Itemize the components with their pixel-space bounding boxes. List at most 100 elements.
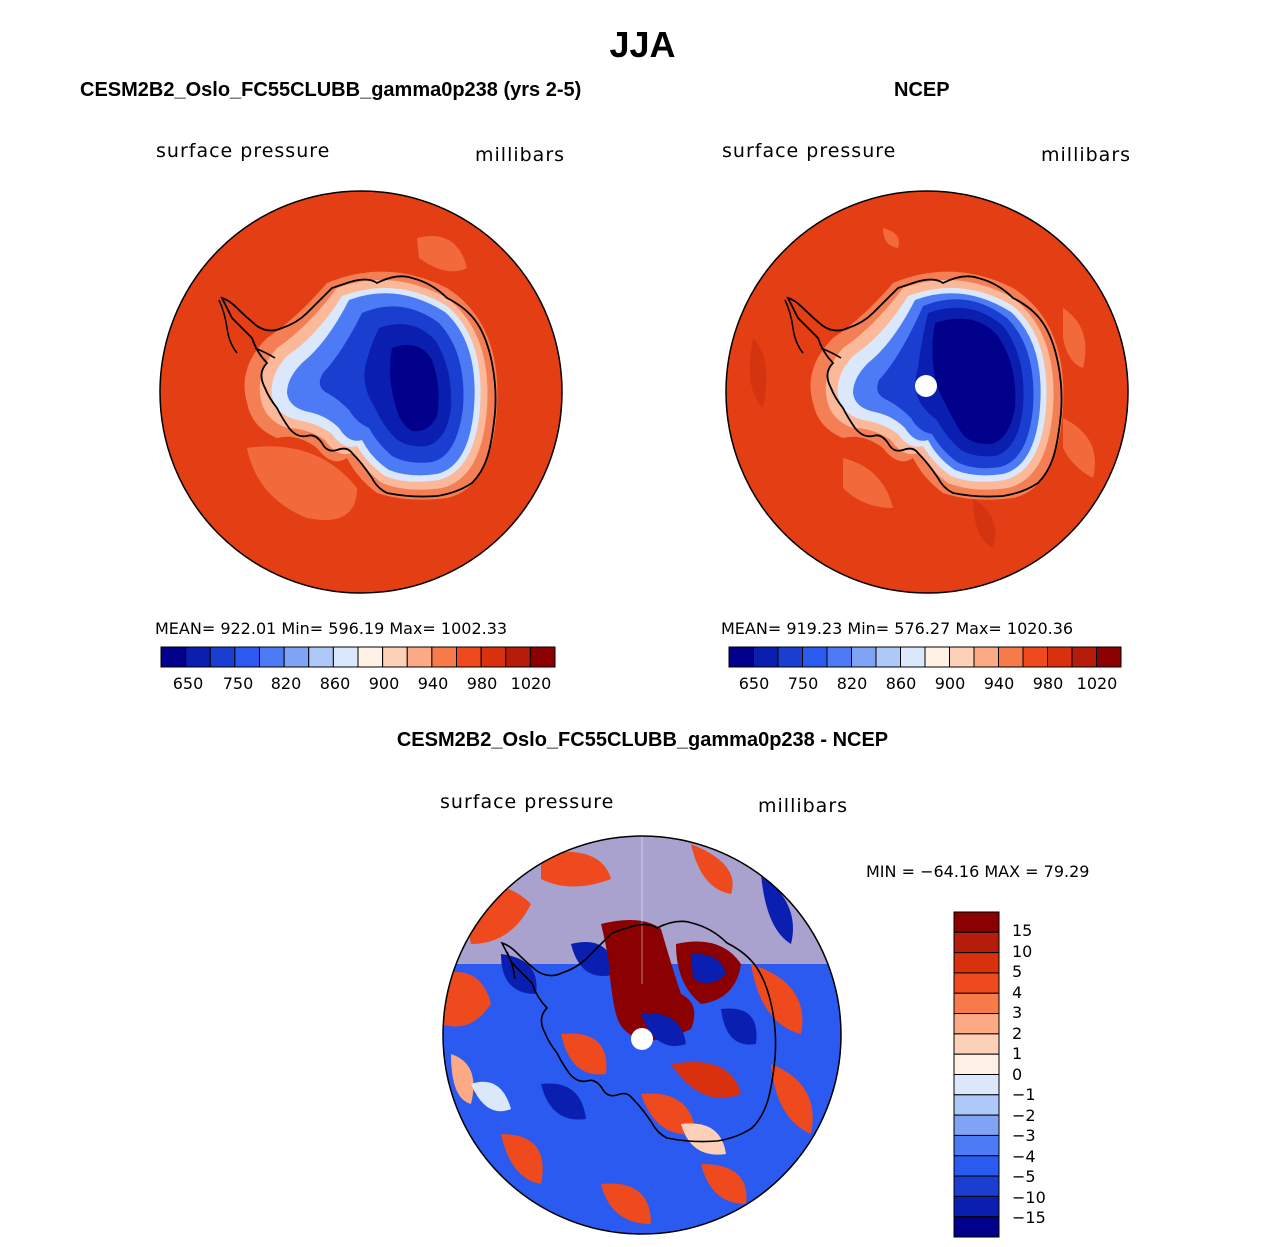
pole-mask bbox=[631, 1028, 653, 1050]
panel2-polar-map bbox=[725, 190, 1129, 594]
colorbar-swatch bbox=[728, 646, 754, 668]
panel1-colorbar-ticks: 650 750 820 860 900 940 980 1020 bbox=[160, 674, 556, 694]
colorbar-swatch bbox=[998, 646, 1024, 668]
colorbar-swatch bbox=[953, 992, 1000, 1015]
colorbar-swatch bbox=[900, 646, 926, 668]
colorbar-tick-label: 940 bbox=[417, 674, 449, 693]
panel1-stats: MEAN= 922.01 Min= 596.19 Max= 1002.33 bbox=[155, 619, 508, 638]
colorbar-swatch bbox=[332, 646, 359, 668]
colorbar-tick-label: 750 bbox=[222, 674, 254, 693]
colorbar-swatch bbox=[382, 646, 408, 668]
panel2-variable-label: surface pressure bbox=[722, 140, 897, 162]
panel1-colorbar bbox=[160, 646, 556, 668]
diff-colorbar-ticks: 15 10 5 4 3 2 1 0 −1 −2 −3 −4 −5 −10 −15 bbox=[1012, 911, 1072, 1238]
panel2-colorbar-ticks: 650 750 820 860 900 940 980 1020 bbox=[728, 674, 1122, 694]
colorbar-tick-label: 650 bbox=[738, 674, 770, 693]
colorbar-swatch bbox=[1096, 646, 1122, 668]
diff-polar-map bbox=[442, 835, 842, 1235]
colorbar-swatch bbox=[953, 1114, 1000, 1136]
colorbar-tick-label: 1020 bbox=[1076, 674, 1118, 693]
colorbar-swatch bbox=[949, 646, 975, 668]
diff-minmax: MIN = −64.16 MAX = 79.29 bbox=[866, 862, 1090, 881]
colorbar-tick-label: 1 bbox=[1012, 1044, 1023, 1063]
colorbar-tick-label: 650 bbox=[172, 674, 204, 693]
colorbar-swatch bbox=[953, 1155, 1000, 1177]
colorbar-tick-label: −1 bbox=[1012, 1085, 1036, 1104]
colorbar-tick-label: 2 bbox=[1012, 1024, 1023, 1043]
colorbar-swatch bbox=[973, 646, 999, 668]
colorbar-tick-label: 1020 bbox=[510, 674, 552, 693]
colorbar-tick-label: −5 bbox=[1012, 1167, 1036, 1186]
colorbar-tick-label: 940 bbox=[983, 674, 1015, 693]
diff-colorbar bbox=[953, 911, 1000, 1238]
colorbar-swatch bbox=[953, 931, 1000, 954]
colorbar-swatch bbox=[953, 1013, 1000, 1035]
colorbar-tick-label: 860 bbox=[319, 674, 351, 693]
colorbar-tick-label: 860 bbox=[885, 674, 917, 693]
panel1-units-label: millibars bbox=[475, 144, 566, 166]
colorbar-swatch bbox=[529, 646, 556, 668]
colorbar-swatch bbox=[953, 1053, 1000, 1075]
colorbar-tick-label: −2 bbox=[1012, 1106, 1036, 1125]
panel2-stats: MEAN= 919.23 Min= 576.27 Max= 1020.36 bbox=[721, 619, 1074, 638]
colorbar-swatch bbox=[357, 646, 384, 668]
colorbar-swatch bbox=[826, 646, 852, 668]
colorbar-swatch bbox=[480, 646, 507, 668]
diff-variable-label: surface pressure bbox=[440, 791, 615, 813]
colorbar-tick-label: −15 bbox=[1012, 1208, 1046, 1227]
colorbar-swatch bbox=[875, 646, 901, 668]
colorbar-tick-label: 0 bbox=[1012, 1065, 1023, 1084]
colorbar-tick-label: 980 bbox=[466, 674, 498, 693]
figure-title: JJA bbox=[609, 24, 676, 65]
colorbar-tick-label: 900 bbox=[934, 674, 966, 693]
colorbar-swatch bbox=[953, 1074, 1000, 1096]
panel2-units-label: millibars bbox=[1041, 144, 1132, 166]
colorbar-swatch bbox=[185, 646, 211, 668]
colorbar-swatch bbox=[259, 646, 285, 668]
colorbar-tick-label: 5 bbox=[1012, 962, 1023, 981]
colorbar-tick-label: 750 bbox=[787, 674, 819, 693]
colorbar-swatch bbox=[953, 1195, 1000, 1218]
colorbar-tick-label: 980 bbox=[1032, 674, 1064, 693]
colorbar-swatch bbox=[777, 646, 803, 668]
colorbar-swatch bbox=[953, 972, 1000, 994]
colorbar-swatch bbox=[308, 646, 334, 668]
colorbar-swatch bbox=[953, 1175, 1000, 1197]
colorbar-tick-label: 900 bbox=[368, 674, 400, 693]
colorbar-tick-label: −4 bbox=[1012, 1147, 1036, 1166]
colorbar-swatch bbox=[953, 1094, 1000, 1116]
colorbar-tick-label: −10 bbox=[1012, 1188, 1046, 1207]
colorbar-swatch bbox=[283, 646, 310, 668]
colorbar-swatch bbox=[953, 911, 1000, 933]
colorbar-tick-label: 10 bbox=[1012, 942, 1033, 961]
panel1-title: CESM2B2_Oslo_FC55CLUBB_gamma0p238 (yrs 2… bbox=[80, 79, 582, 101]
colorbar-tick-label: 3 bbox=[1012, 1003, 1023, 1022]
colorbar-swatch bbox=[953, 1216, 1000, 1238]
colorbar-swatch bbox=[1047, 646, 1073, 668]
colorbar-swatch bbox=[505, 646, 531, 668]
colorbar-tick-label: 820 bbox=[270, 674, 302, 693]
colorbar-swatch bbox=[1071, 646, 1097, 668]
colorbar-swatch bbox=[924, 646, 950, 668]
colorbar-swatch bbox=[160, 646, 187, 668]
panel2-title: NCEP bbox=[894, 79, 950, 101]
colorbar-swatch bbox=[209, 646, 236, 668]
panel1-variable-label: surface pressure bbox=[156, 140, 331, 162]
panel1-polar-map bbox=[159, 190, 563, 594]
colorbar-swatch bbox=[953, 1033, 1000, 1055]
colorbar-swatch bbox=[456, 646, 482, 668]
colorbar-swatch bbox=[953, 1134, 1000, 1157]
pole-mask bbox=[915, 375, 937, 397]
colorbar-swatch bbox=[406, 646, 433, 668]
colorbar-tick-label: 4 bbox=[1012, 983, 1023, 1002]
colorbar-swatch bbox=[953, 952, 1000, 974]
colorbar-tick-label: 820 bbox=[836, 674, 868, 693]
colorbar-tick-label: 15 bbox=[1012, 921, 1033, 940]
colorbar-swatch bbox=[431, 646, 457, 668]
diff-title: CESM2B2_Oslo_FC55CLUBB_gamma0p238 - NCEP bbox=[396, 729, 889, 751]
colorbar-swatch bbox=[234, 646, 260, 668]
colorbar-swatch bbox=[802, 646, 828, 668]
panel2-colorbar bbox=[728, 646, 1122, 668]
colorbar-swatch bbox=[1022, 646, 1048, 668]
colorbar-swatch bbox=[753, 646, 779, 668]
